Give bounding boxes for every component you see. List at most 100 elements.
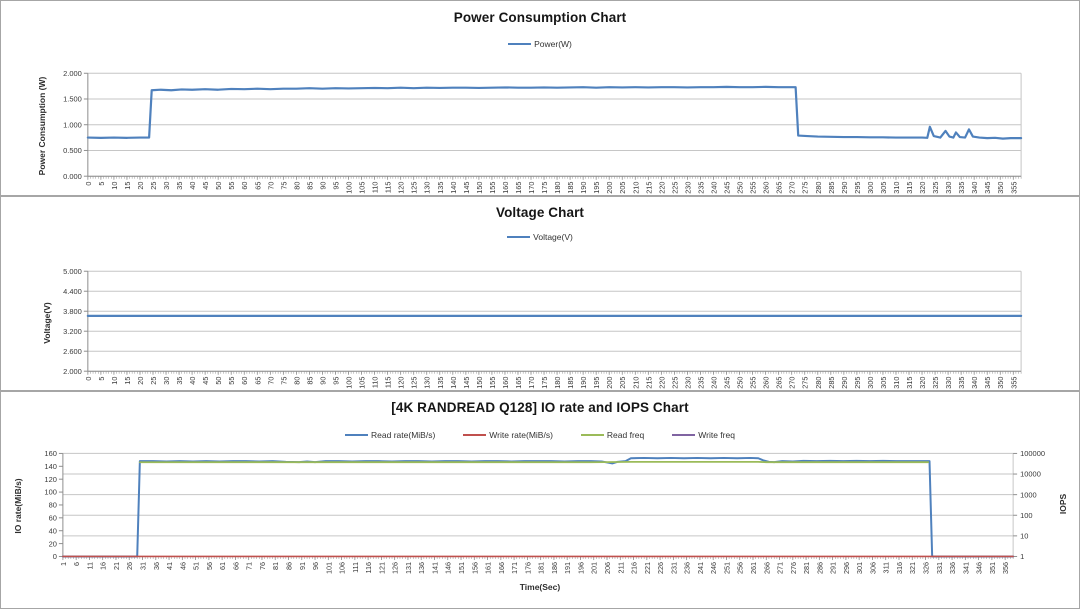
svg-text:295: 295 [853,377,862,389]
svg-text:2.000: 2.000 [63,69,82,78]
svg-text:225: 225 [670,377,679,389]
svg-text:236: 236 [683,562,692,574]
svg-text:146: 146 [444,562,453,574]
svg-text:240: 240 [709,377,718,389]
svg-text:220: 220 [657,182,666,194]
power-chart-legend: Power(W) [1,39,1079,49]
power-chart-panel: Power Consumption Chart Power(W) Power C… [0,0,1080,196]
svg-text:340: 340 [970,377,979,389]
svg-text:280: 280 [814,377,823,389]
svg-text:105: 105 [358,377,367,389]
svg-text:305: 305 [879,377,888,389]
svg-text:150: 150 [475,182,484,194]
svg-text:235: 235 [696,182,705,194]
svg-text:1000: 1000 [1020,490,1037,499]
svg-text:60: 60 [49,514,57,523]
svg-text:90: 90 [318,182,327,190]
svg-text:355: 355 [1009,377,1018,389]
svg-text:55: 55 [227,377,236,385]
svg-text:335: 335 [957,377,966,389]
svg-text:91: 91 [298,562,307,570]
svg-text:300: 300 [866,182,875,194]
svg-text:20: 20 [136,182,145,190]
series-line-power [86,85,1023,140]
svg-text:65: 65 [253,377,262,385]
svg-text:355: 355 [1009,182,1018,194]
svg-text:281: 281 [802,562,811,574]
svg-text:350: 350 [996,182,1005,194]
svg-text:2.000: 2.000 [63,367,82,376]
svg-text:215: 215 [644,377,653,389]
io-chart-panel: [4K RANDREAD Q128] IO rate and IOPS Char… [0,391,1080,609]
svg-text:26: 26 [125,562,134,570]
svg-text:160: 160 [501,182,510,194]
svg-text:266: 266 [762,562,771,574]
svg-text:31: 31 [138,562,147,570]
svg-text:100: 100 [344,182,353,194]
svg-text:286: 286 [815,562,824,574]
legend-line-icon-write-freq [672,434,696,436]
svg-text:70: 70 [266,182,275,190]
svg-text:3.200: 3.200 [63,327,82,336]
svg-text:340: 340 [970,182,979,194]
svg-text:256: 256 [736,562,745,574]
svg-text:320: 320 [918,377,927,389]
svg-text:240: 240 [709,182,718,194]
svg-text:150: 150 [475,377,484,389]
svg-text:3.800: 3.800 [63,307,82,316]
legend-item-write-rate: Write rate(MiB/s) [463,430,553,440]
svg-text:35: 35 [175,182,184,190]
legend-line-icon-power [508,43,532,45]
svg-text:145: 145 [462,377,471,389]
svg-text:201: 201 [590,562,599,574]
svg-text:66: 66 [231,562,240,570]
svg-text:341: 341 [961,562,970,574]
svg-text:330: 330 [944,182,953,194]
svg-text:100: 100 [44,488,56,497]
svg-text:1: 1 [1020,552,1024,561]
svg-text:356: 356 [1001,562,1010,574]
svg-text:86: 86 [284,562,293,570]
legend-label-write-freq: Write freq [698,430,735,440]
svg-text:10: 10 [110,377,119,385]
svg-text:220: 220 [657,377,666,389]
svg-text:316: 316 [895,562,904,574]
svg-text:285: 285 [827,182,836,194]
svg-text:0: 0 [84,377,93,381]
legend-label-write-rate: Write rate(MiB/s) [489,430,553,440]
svg-text:126: 126 [391,562,400,574]
svg-text:0.000: 0.000 [63,172,82,181]
svg-text:350: 350 [996,377,1005,389]
svg-text:196: 196 [576,562,585,574]
svg-text:65: 65 [253,182,262,190]
svg-text:295: 295 [853,182,862,194]
svg-text:260: 260 [762,182,771,194]
svg-text:131: 131 [404,562,413,574]
svg-text:166: 166 [497,562,506,574]
svg-text:250: 250 [736,182,745,194]
svg-text:51: 51 [192,562,201,570]
power-plot-area: 0.000 0.500 1.000 1.500 2.000 0 5 10 15 20 25 30 35 4… [63,69,1023,194]
svg-text:35: 35 [175,377,184,385]
svg-text:301: 301 [855,562,864,574]
svg-text:255: 255 [749,182,758,194]
svg-text:245: 245 [722,182,731,194]
legend-item-read-rate: Read rate(MiB/s) [345,430,435,440]
svg-text:2.600: 2.600 [63,347,82,356]
svg-text:270: 270 [788,182,797,194]
svg-text:141: 141 [430,562,439,574]
legend-label-read-freq: Read freq [606,430,645,440]
svg-text:105: 105 [358,182,367,194]
svg-text:125: 125 [410,377,419,389]
svg-text:290: 290 [840,182,849,194]
svg-text:56: 56 [205,562,214,570]
svg-text:6: 6 [72,562,81,566]
legend-item-power: Power(W) [508,39,572,49]
svg-text:110: 110 [371,377,380,389]
svg-text:331: 331 [935,562,944,574]
svg-text:175: 175 [540,377,549,389]
svg-text:125: 125 [410,182,419,194]
svg-text:40: 40 [188,377,197,385]
svg-text:135: 135 [436,377,445,389]
svg-text:61: 61 [218,562,227,570]
